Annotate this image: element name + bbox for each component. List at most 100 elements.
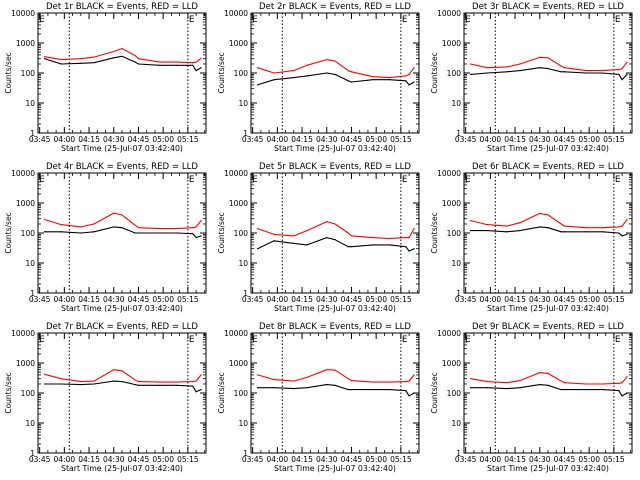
- y-tick-label: 10000: [224, 329, 248, 338]
- y-tick-label: 10: [25, 259, 35, 268]
- x-tick-label: 04:15: [78, 295, 100, 304]
- x-tick-label: 05:15: [177, 135, 199, 144]
- lld-series-point: [334, 60, 336, 62]
- lld-series-point: [159, 61, 161, 63]
- y-tick-label: 10000: [11, 329, 35, 338]
- lld-series-point: [175, 61, 177, 63]
- x-tick-label: 04:30: [316, 455, 338, 464]
- x-tick-label: 04:45: [554, 135, 576, 144]
- y-tick-label: 10: [25, 99, 35, 108]
- lld-series-point: [347, 70, 349, 72]
- events-series-point: [200, 235, 202, 237]
- events-series-point: [405, 80, 407, 82]
- y-tick-label: 1000: [16, 39, 35, 48]
- events-series-point: [80, 62, 82, 64]
- lld-series-point: [563, 225, 566, 227]
- plot-frame: [463, 332, 633, 454]
- lld-series-point: [113, 212, 115, 214]
- lld-series-point: [93, 380, 95, 382]
- events-series-point: [334, 239, 336, 241]
- x-tick-label: 03:45: [455, 455, 477, 464]
- lld-series-point: [43, 56, 46, 58]
- lld-series-point: [388, 238, 390, 240]
- x-tick-label: 05:00: [365, 455, 387, 464]
- lld-series-point: [413, 374, 415, 376]
- y-axis-label: Counts/sec: [4, 372, 13, 413]
- y-tick-label: 10: [451, 99, 461, 108]
- events-series-point: [273, 240, 275, 242]
- x-tick-label: 04:15: [78, 135, 100, 144]
- lld-series-point: [175, 381, 177, 383]
- lld-series-point: [192, 380, 194, 383]
- e-marker: E: [615, 175, 621, 185]
- lld-series-point: [159, 228, 161, 230]
- events-series-point: [519, 387, 521, 389]
- y-tick-label: 100: [447, 69, 462, 78]
- detector-panel: Det 4r BLACK = Events, RED = LLD 1 10 100 10…: [0, 160, 213, 320]
- y-tick-label: 1000: [16, 199, 35, 208]
- lld-series-point: [113, 369, 115, 371]
- x-tick-label: 03:45: [455, 135, 477, 144]
- panel-svg: Det 6r BLACK = Events, RED = LLD 1 10 100 10…: [430, 162, 633, 313]
- lld-series-point: [560, 223, 562, 225]
- events-series-point: [506, 71, 508, 73]
- detector-panel: Det 9r BLACK = Events, RED = LLD 1 10 100 10…: [426, 320, 639, 480]
- events-series-point: [273, 79, 275, 81]
- x-tick-label: 04:00: [480, 135, 502, 144]
- x-axis-label: Start Time (25-Jul-07 03:42:40): [61, 304, 183, 313]
- events-series-point: [469, 73, 472, 75]
- y-tick-label: 10: [238, 259, 248, 268]
- x-tick-label: 03:45: [242, 295, 264, 304]
- events-series-point: [350, 388, 353, 391]
- x-tick-label: 04:45: [341, 135, 363, 144]
- events-series-point: [134, 232, 136, 234]
- events-series-point: [326, 237, 328, 239]
- y-tick-label: 10: [238, 99, 248, 108]
- lld-series-point: [408, 237, 410, 239]
- lld-series-point: [621, 382, 623, 384]
- lld-series-point: [195, 61, 197, 63]
- lld-series-point: [334, 223, 336, 225]
- lld-series-point: [273, 72, 275, 74]
- events-series-point: [192, 385, 194, 387]
- lld-series-point: [60, 378, 62, 380]
- y-tick-label: 1000: [16, 359, 35, 368]
- events-series-point: [80, 232, 82, 234]
- lld-series-point: [405, 237, 407, 239]
- panel-title: Det 9r BLACK = Events, RED = LLD: [472, 322, 624, 332]
- x-tick-label: 04:15: [291, 455, 313, 464]
- lld-series-point: [200, 57, 202, 59]
- events-series-point: [469, 387, 472, 389]
- y-axis-label: Counts/sec: [217, 52, 226, 93]
- events-series-point: [273, 387, 275, 389]
- x-tick-label: 04:00: [267, 295, 289, 304]
- events-series-point: [601, 72, 603, 74]
- lld-series-point: [350, 71, 353, 73]
- events-series-point: [560, 71, 562, 73]
- y-tick-label: 1000: [442, 359, 461, 368]
- events-series-point: [306, 244, 308, 246]
- x-tick-label: 05:00: [365, 295, 387, 304]
- lld-series-point: [192, 227, 194, 229]
- y-tick-label: 10000: [11, 9, 35, 18]
- events-series-point: [137, 384, 140, 386]
- events-series-point: [256, 84, 259, 86]
- lld-series-point: [388, 381, 390, 383]
- events-series-point: [192, 64, 194, 66]
- lld-series-point: [195, 226, 197, 228]
- lld-series-point: [80, 58, 82, 60]
- lld-series-point: [413, 67, 415, 69]
- lld-series-point: [408, 73, 410, 75]
- panel-title: Det 7r BLACK = Events, RED = LLD: [46, 322, 198, 332]
- x-tick-label: 04:00: [54, 295, 76, 304]
- lld-series-point: [539, 56, 541, 59]
- events-series-point: [350, 246, 353, 248]
- x-tick-label: 04:15: [504, 295, 526, 304]
- events-series-point: [293, 388, 295, 390]
- x-tick-label: 05:15: [603, 295, 625, 304]
- x-axis-label: Start Time (25-Jul-07 03:42:40): [274, 304, 396, 313]
- events-series: [470, 226, 628, 237]
- lld-series-point: [618, 226, 620, 228]
- lld-series-point: [200, 219, 202, 222]
- plot-frame: [250, 172, 420, 294]
